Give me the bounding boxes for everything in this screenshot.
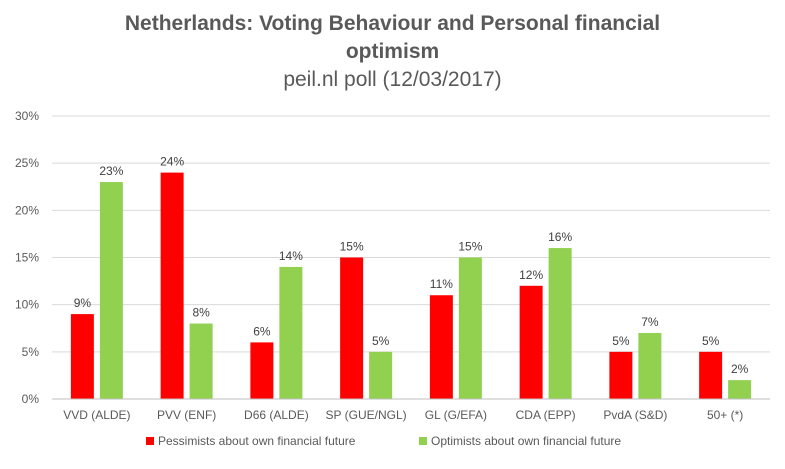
bars-layer xyxy=(70,172,752,399)
y-tick-label: 25% xyxy=(15,156,39,170)
bar-optimists xyxy=(638,332,662,399)
bar-pessimists xyxy=(519,285,543,399)
x-tick-label: PvdA (S&D) xyxy=(603,408,667,422)
bar-pessimists xyxy=(699,351,723,399)
bar-pessimists xyxy=(250,342,274,399)
x-tick-label: VVD (ALDE) xyxy=(63,408,130,422)
chart-title: Netherlands: Voting Behaviour and Person… xyxy=(124,12,661,63)
bar-optimists xyxy=(369,351,393,399)
data-label: 24% xyxy=(160,155,184,169)
y-tick-label: 15% xyxy=(15,251,39,265)
data-label: 15% xyxy=(340,240,364,254)
data-label: 8% xyxy=(192,306,210,320)
x-tick-label: CDA (EPP) xyxy=(516,408,576,422)
y-tick-label: 5% xyxy=(22,345,40,359)
x-tick-label: PVV (ENF) xyxy=(157,408,216,422)
bar-pessimists xyxy=(609,351,633,399)
data-label: 5% xyxy=(372,334,390,348)
legend-label-pessimists: Pessimists about own financial future xyxy=(158,434,356,448)
y-tick-label: 20% xyxy=(15,203,39,217)
bar-pessimists xyxy=(340,257,364,399)
chart-title-block: Netherlands: Voting Behaviour and Person… xyxy=(0,10,785,94)
axis-layer: 0% 5% 10% 15% 20% 25% 30% VVD (ALDE) PVV (ENF) D6… xyxy=(15,109,770,422)
data-label: 2% xyxy=(731,362,749,376)
data-label: 23% xyxy=(99,164,123,178)
legend-swatch-pessimists xyxy=(146,437,154,445)
bar-optimists xyxy=(279,266,303,399)
data-label: 7% xyxy=(641,315,659,329)
data-label: 11% xyxy=(430,277,453,291)
grid-layer xyxy=(52,115,770,353)
bar-optimists xyxy=(189,323,213,399)
data-label: 6% xyxy=(253,324,271,338)
y-tick-label: 30% xyxy=(15,109,39,123)
data-label: 14% xyxy=(279,249,303,263)
x-tick-label: SP (GUE/NGL) xyxy=(326,408,407,422)
bar-pessimists xyxy=(160,172,184,399)
data-label: 5% xyxy=(612,334,630,348)
x-tick-label: D66 (ALDE) xyxy=(244,408,309,422)
bar-pessimists xyxy=(70,314,94,399)
bar-optimists xyxy=(458,257,482,399)
x-tick-label: GL (G/EFA) xyxy=(425,408,487,422)
data-label: 5% xyxy=(702,334,720,348)
data-label: 12% xyxy=(519,268,543,282)
data-label: 9% xyxy=(74,296,92,310)
y-tick-label: 0% xyxy=(22,392,40,406)
bar-optimists xyxy=(548,248,572,399)
y-tick-label: 10% xyxy=(15,298,39,312)
chart-subtitle: peil.nl poll (12/03/2017) xyxy=(283,68,502,91)
bar-optimists xyxy=(99,182,123,399)
data-label: 16% xyxy=(548,230,572,244)
bar-optimists xyxy=(728,380,752,399)
legend-label-optimists: Optimists about own financial future xyxy=(431,434,621,448)
legend: Pessimists about own financial future Opt… xyxy=(146,434,621,448)
data-label: 15% xyxy=(458,240,482,254)
bar-pessimists xyxy=(429,295,453,399)
legend-swatch-optimists xyxy=(419,437,427,445)
labels-layer: 9% 23% 24% 8% 6% 14% 15% 5% 11% 15% 12% 16% 5% 7% 5% 2% xyxy=(74,155,749,377)
x-tick-label: 50+ (*) xyxy=(707,408,743,422)
